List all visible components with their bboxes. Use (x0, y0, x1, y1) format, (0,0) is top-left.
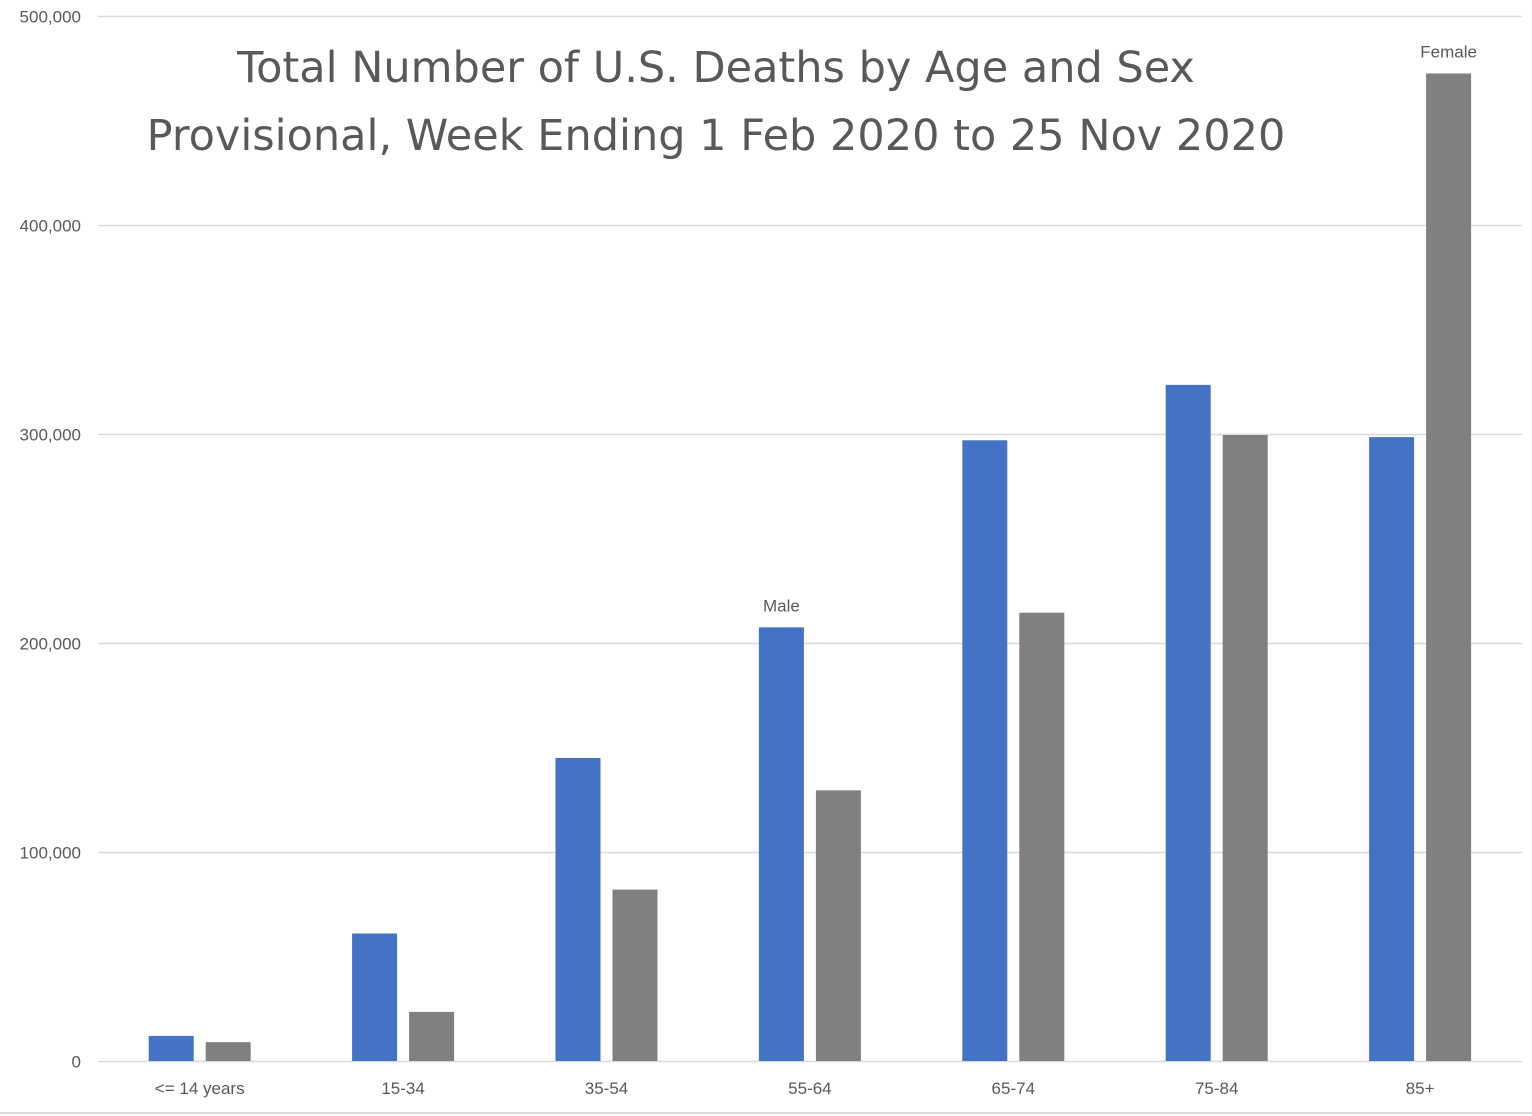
y-tick-label: 200,000 (20, 635, 81, 654)
data-label: Female (1420, 42, 1477, 61)
chart-title: Total Number of U.S. Deaths by Age and S… (237, 43, 1195, 93)
bar-female (815, 790, 861, 1061)
bar-female (409, 1011, 455, 1061)
y-tick-label: 300,000 (20, 426, 81, 445)
bar-female (1426, 73, 1472, 1062)
x-tick-label: <= 14 years (155, 1079, 245, 1098)
bar-male (148, 1035, 194, 1061)
bar-male (962, 440, 1008, 1061)
y-tick-label: 100,000 (20, 844, 81, 863)
x-tick-label: 85+ (1406, 1079, 1435, 1098)
x-tick-label: 35-54 (585, 1079, 628, 1098)
bar-female (1222, 435, 1268, 1061)
bar-male (352, 933, 398, 1061)
x-tick-label: 75-84 (1195, 1079, 1238, 1098)
chart-subtitle: Provisional, Week Ending 1 Feb 2020 to 2… (146, 111, 1286, 161)
bottom-divider (0, 1112, 1532, 1114)
x-tick-label: 15-34 (381, 1079, 424, 1098)
bar-male (1369, 437, 1415, 1061)
bar-female (612, 889, 658, 1061)
y-tick-label: 400,000 (20, 217, 81, 236)
bar-male (555, 757, 601, 1061)
data-label: Male (763, 596, 800, 615)
bar-female (1019, 612, 1065, 1061)
y-tick-label: 500,000 (20, 8, 81, 27)
bar-male (758, 627, 804, 1061)
x-tick-label: 55-64 (788, 1079, 831, 1098)
bar-female (205, 1042, 251, 1061)
bar-male (1165, 384, 1211, 1061)
chart-title-block: Total Number of U.S. Deaths by Age and S… (60, 34, 1372, 170)
x-tick-label: 65-74 (992, 1079, 1035, 1098)
y-tick-label: 0 (72, 1053, 81, 1072)
